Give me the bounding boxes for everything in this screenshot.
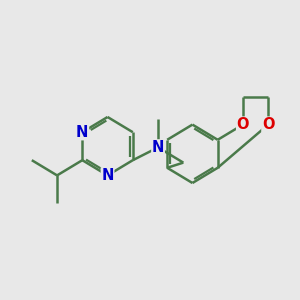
Text: O: O <box>262 117 274 132</box>
Text: O: O <box>237 117 249 132</box>
Text: N: N <box>101 168 114 183</box>
Text: N: N <box>76 125 88 140</box>
Text: N: N <box>152 140 164 155</box>
